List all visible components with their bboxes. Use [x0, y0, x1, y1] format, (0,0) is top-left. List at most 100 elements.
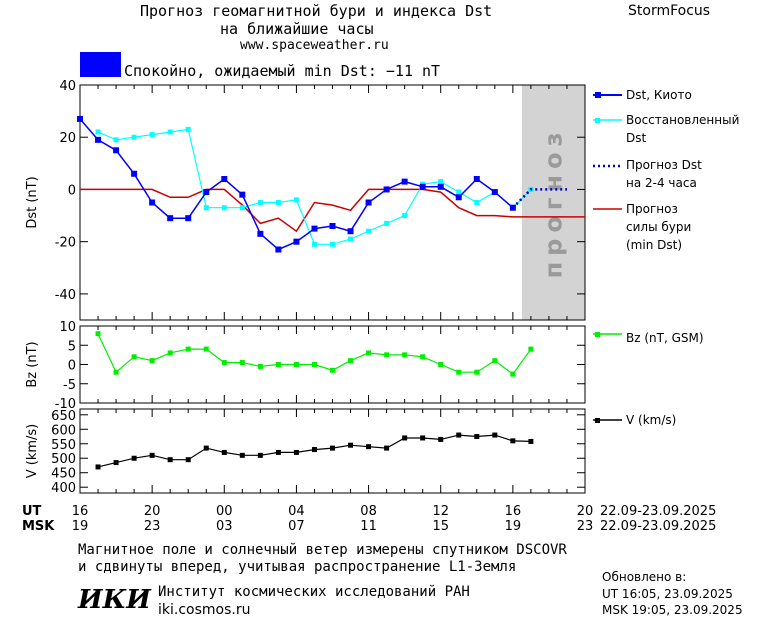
msk-date-range: 22.09-23.09.2025 [600, 519, 716, 534]
ytick-label-v-5: 400 [51, 481, 76, 496]
point-bz-0-11 [293, 362, 299, 367]
msk-tick-4: 11 [360, 519, 377, 534]
point-dst-1-12 [311, 241, 317, 247]
point-bz-0-16 [384, 352, 390, 358]
point-dst-1-21 [474, 200, 480, 205]
ut-tick-4: 08 [360, 504, 377, 519]
point-dst-0-5 [167, 215, 174, 222]
ut-tick-7: 20 [577, 504, 594, 519]
point-dst-0-23 [491, 189, 498, 196]
point-dst-1-15 [366, 228, 372, 234]
ytick-label-v-4: 450 [51, 467, 76, 482]
point-v-0-6 [203, 445, 209, 451]
msk-tick-6: 19 [505, 519, 522, 534]
point-v-0-16 [384, 445, 390, 451]
point-dst-0-17 [383, 186, 390, 193]
ytick-label-bz-3: -5 [63, 378, 76, 393]
updated-msk: MSK 19:05, 23.09.2025 [602, 603, 743, 617]
point-bz-0-15 [366, 350, 372, 356]
point-bz-0-2 [131, 354, 137, 360]
ut-tick-0: 16 [72, 504, 89, 519]
ylabel-bz: Bz (nT) [25, 341, 40, 387]
point-dst-1-20 [456, 189, 462, 195]
point-bz-0-3 [149, 358, 155, 364]
panel-frame-v [79, 408, 586, 494]
forecast-zone-label: прогноз [539, 127, 567, 279]
legend-marker-bz [595, 332, 600, 337]
point-dst-0-0 [77, 115, 83, 122]
ytick-label-bz-0: 10 [59, 320, 76, 335]
point-dst-1-19 [438, 179, 444, 185]
point-v-0-18 [420, 435, 426, 441]
chart-title-line2: на ближайшие часы [220, 20, 374, 38]
updated-ut: UT 16:05, 23.09.2025 [602, 587, 733, 601]
point-bz-0-24 [528, 346, 534, 352]
point-dst-1-1 [113, 137, 119, 143]
legend-dst-restored-2: Dst [626, 131, 646, 145]
ytick-label-bz-1: 5 [68, 339, 76, 354]
status-color-swatch [80, 52, 121, 77]
point-dst-0-21 [455, 194, 462, 201]
point-dst-1-5 [185, 126, 191, 132]
point-v-0-7 [221, 449, 227, 455]
footer-line2: и сдвинуты вперед, учитывая распростране… [78, 559, 517, 575]
legend-storm-2: силы бури [626, 220, 691, 234]
point-v-0-14 [348, 442, 354, 448]
point-dst-0-20 [437, 183, 444, 190]
point-dst-0-10 [257, 230, 264, 237]
panel-frame-dst [79, 84, 586, 321]
point-dst-0-4 [149, 199, 156, 206]
point-dst-0-16 [365, 199, 372, 206]
legend-bz: Bz (nT, GSM) [593, 331, 704, 345]
point-bz-0-9 [257, 363, 263, 369]
ytick-label-dst-2: 0 [68, 183, 76, 198]
point-v-0-4 [167, 457, 173, 463]
point-dst-1-13 [330, 241, 335, 247]
point-dst-1-2 [131, 134, 137, 140]
updated-label: Обновлено в: [602, 570, 687, 584]
point-dst-0-22 [473, 176, 480, 182]
legend-marker-dst-restored [595, 118, 600, 123]
point-dst-0-1 [95, 136, 102, 143]
legend-dst-forecast-2: на 2-4 часа [626, 176, 697, 190]
point-bz-0-18 [420, 354, 426, 360]
point-dst-1-0 [95, 129, 101, 135]
point-v-0-3 [149, 452, 155, 458]
point-bz-0-7 [221, 360, 227, 366]
ytick-label-bz-2: 0 [68, 359, 76, 374]
ytick-label-v-0: 650 [51, 409, 76, 424]
ylabel-dst: Dst (nT) [25, 176, 40, 228]
point-dst-1-17 [402, 213, 408, 219]
point-bz-0-22 [492, 358, 498, 364]
point-dst-1-10 [275, 200, 281, 205]
point-bz-0-5 [185, 346, 191, 352]
point-v-0-0 [95, 464, 101, 470]
point-bz-0-12 [311, 362, 317, 367]
point-dst-1-8 [239, 205, 245, 211]
point-dst-1-7 [221, 205, 227, 211]
forecast-zone [521, 85, 585, 320]
legend-dst-forecast-1: Прогноз Dst [626, 158, 702, 172]
ut-tick-1: 20 [144, 504, 161, 519]
point-bz-0-8 [239, 360, 245, 366]
msk-tick-3: 07 [288, 519, 305, 534]
msk-tick-2: 03 [216, 519, 233, 534]
point-v-0-11 [293, 449, 299, 455]
series-line-bz-0 [97, 333, 532, 375]
site-link[interactable]: www.spaceweather.ru [240, 38, 389, 53]
institute-site[interactable]: iki.cosmos.ru [158, 602, 251, 618]
point-bz-0-10 [275, 362, 281, 367]
point-dst-0-14 [329, 223, 336, 229]
point-dst-0-3 [131, 170, 138, 177]
point-v-0-20 [456, 432, 462, 438]
point-bz-0-14 [348, 358, 354, 364]
point-dst-1-16 [384, 220, 390, 226]
point-bz-0-19 [438, 362, 444, 367]
point-dst-0-7 [203, 189, 210, 196]
point-bz-0-13 [330, 367, 335, 373]
point-v-0-12 [311, 447, 317, 453]
msk-tick-7: 23 [577, 519, 594, 534]
legend-marker-dst-kyoto [595, 92, 601, 98]
point-dst-0-8 [221, 176, 228, 182]
point-bz-0-23 [510, 371, 516, 377]
